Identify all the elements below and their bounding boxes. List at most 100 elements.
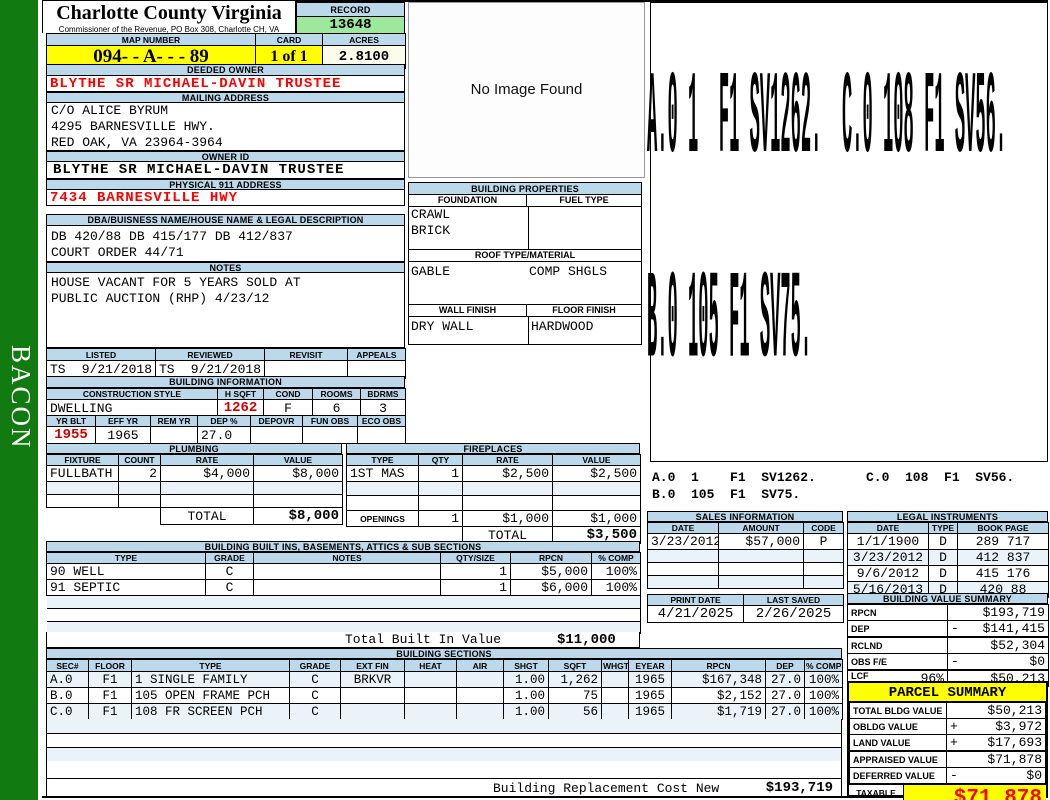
fireplaces-total-row: TOTAL $3,500	[346, 526, 641, 544]
deeded-owner-value: BLYTHE SR MICHAEL-DAVIN TRUSTEE	[46, 76, 405, 92]
col-header: AMOUNT	[718, 522, 804, 534]
col-header: TYPE	[928, 522, 958, 534]
fireplaces-openings-row: OPENINGS 1 $1,000 $1,000	[346, 510, 641, 527]
built-in-total-label: Total Built In Value	[345, 632, 502, 647]
empty-row	[46, 761, 842, 779]
hsqft-value: 1262	[217, 399, 264, 417]
reviewed-value: TS 9/21/2018	[155, 360, 265, 379]
mailing-address-value: C/O ALICE BYRUM 4295 BARNESVILLE HWY. RE…	[46, 103, 405, 151]
building-sections-table: SEC# FLOOR TYPE GRADE EXT FIN HEAT AIR S…	[46, 659, 843, 720]
col-header: DATE	[847, 522, 929, 534]
built-in-total-row: Total Built In Value $11,000	[46, 632, 640, 648]
col-header: TYPE	[346, 454, 419, 466]
revisit-label: REVISIT	[264, 348, 348, 361]
ecoobs-value	[357, 426, 406, 444]
openings-label: OPENINGS	[346, 510, 419, 527]
plumbing-row: FULLBATH 2 $4,000 $8,000	[46, 465, 343, 482]
value-summary-row: RPCN $193,719	[847, 604, 1049, 621]
mailing-line: RED OAK, VA 23964-3964	[51, 135, 223, 150]
notes-value: HOUSE VACANT FOR 5 YEARS SOLD AT PUBLIC …	[46, 273, 405, 348]
building-properties-box: BUILDING PROPERTIES FOUNDATION FUEL TYPE…	[408, 182, 642, 345]
listed-label: LISTED	[46, 348, 156, 361]
col-header: H SQFT	[217, 388, 264, 400]
col-header: ROOMS	[312, 388, 361, 400]
last-saved-value: 2/26/2025	[743, 605, 844, 623]
top-border	[42, 0, 1048, 2]
owner-id-value: BLYTHE SR MICHAEL-DAVIN TRUSTEE	[46, 162, 405, 179]
sketch-legend-c: C.0 108 F1 SV56.	[866, 470, 1015, 485]
col-header: AIR	[456, 659, 504, 672]
built-ins-table: TYPE GRADE NOTES QTY/SIZE RPCN % COMP 90…	[46, 552, 641, 634]
instrument-row: 9/6/2012 D 415 176	[847, 565, 1049, 582]
owner-id-label: OWNER ID	[46, 151, 405, 162]
floor-finish-value: HARDWOOD	[531, 319, 594, 334]
parcel-summary-row: LAND VALUE + $17,693	[849, 734, 1046, 752]
col-header: RATE	[462, 454, 553, 466]
built-in-row: 91 SEPTIC C 1 $6,000 100%	[46, 579, 641, 596]
col-header: WHGT	[601, 659, 629, 672]
notes-line: HOUSE VACANT FOR 5 YEARS SOLD AT	[51, 275, 301, 290]
parcel-summary-box: PARCEL SUMMARY TOTAL BLDG VALUE $50,213 …	[847, 681, 1048, 800]
building-sections-empty-rows	[46, 719, 842, 762]
deeded-owner-label: DEEDED OWNER	[46, 64, 405, 76]
title-block: Charlotte County Virginia Commissioner o…	[42, 0, 296, 33]
plumbing-total-label: TOTAL	[160, 507, 254, 525]
sketch-legend-b: B.0 105 F1 SV75.	[652, 487, 801, 502]
col-header: COUNT	[118, 454, 161, 466]
col-header: DEP	[765, 659, 805, 672]
legal-description-label: DBA/BUISNESS NAME/HOUSE NAME & LEGAL DES…	[46, 214, 405, 226]
building-info-table-2: YR BLT EFF YR REM YR DEP % DEPOVR FUN OB…	[46, 415, 406, 444]
foundation-value: CRAWL BRICK	[409, 207, 529, 249]
legal-line: DB 420/88 DB 415/177 DB 412/837	[51, 229, 293, 244]
dep-value: 27.0	[197, 426, 251, 444]
col-header: SQFT	[548, 659, 602, 672]
print-date-value: 4/21/2025	[647, 605, 744, 623]
value-summary-title: BUILDING VALUE SUMMARY	[847, 593, 1048, 604]
instruments-table: DATE TYPE BOOK PAGE 1/1/1900 D 289 717 3…	[847, 522, 1049, 598]
county-title: Charlotte County Virginia	[56, 2, 282, 24]
replacement-cost-label: Building Replacement Cost New	[493, 781, 720, 796]
col-header: NOTES	[253, 552, 441, 564]
col-header: VALUE	[552, 454, 641, 466]
instruments-title: LEGAL INSTRUMENTS	[847, 511, 1048, 522]
fireplaces-total-value: $3,500	[552, 526, 641, 544]
col-header: DEPOVR	[250, 415, 303, 427]
parcel-summary-row: APPRAISED VALUE $71,878	[849, 750, 1046, 768]
col-header: FIXTURE	[46, 454, 119, 466]
taxable-value: $71,878	[904, 785, 1046, 800]
col-header: QTY/SIZE	[440, 552, 511, 564]
legal-description-value: DB 420/88 DB 415/177 DB 412/837 COURT OR…	[46, 226, 405, 262]
building-section-row: C.0 F1 108 FR SCREEN PCH C 1.00 56 1965 …	[46, 703, 843, 720]
roof-material-value: COMP SHGLS	[529, 264, 608, 279]
physical-address-value: 7434 BARNESVILLE HWY	[46, 190, 405, 206]
col-header: SEC#	[46, 659, 89, 672]
fuel-type-value	[529, 207, 641, 249]
mailing-address-label: MAILING ADDRESS	[46, 92, 405, 103]
construction-style-value: DWELLING	[46, 399, 218, 417]
col-header: EFF YR	[95, 415, 151, 427]
col-header: RPCN	[671, 659, 766, 672]
sidebar-label: BACON	[6, 345, 36, 450]
col-header: CONSTRUCTION STYLE	[46, 388, 218, 400]
sales-table: DATE AMOUNT CODE 3/23/2012 $57,000 P	[647, 522, 844, 589]
col-header: TYPE	[46, 552, 206, 564]
replacement-cost-row: Building Replacement Cost New $193,719	[46, 779, 842, 797]
col-header: EYEAR	[628, 659, 672, 672]
instrument-row: 1/1/1900 D 289 717	[847, 533, 1049, 550]
depovr-value	[250, 426, 303, 444]
floor-finish-label: FLOOR FINISH	[552, 305, 616, 315]
record-value: 13648	[296, 17, 405, 35]
effyr-value: 1965	[95, 426, 151, 444]
funobs-value	[302, 426, 358, 444]
fireplaces-title: FIREPLACES	[346, 443, 640, 454]
building-section-row: A.0 F1 1 SINGLE FAMILY C BRKVR 1.00 1,26…	[46, 671, 843, 688]
sketch-legend-a: A.0 1 F1 SV1262.	[652, 470, 816, 485]
col-header: GRADE	[289, 659, 341, 672]
col-header: DEP %	[197, 415, 251, 427]
print-saved-table: PRINT DATE LAST SAVED 4/21/2025 2/26/202…	[647, 594, 844, 623]
review-table: LISTED REVIEWED REVISIT APPEALS TS 9/21/2…	[46, 348, 406, 379]
sketch-big-label-2: B.0 105 F1 SV75.	[647, 250, 812, 396]
col-header: REM YR	[150, 415, 198, 427]
reviewed-label: REVIEWED	[155, 348, 265, 361]
